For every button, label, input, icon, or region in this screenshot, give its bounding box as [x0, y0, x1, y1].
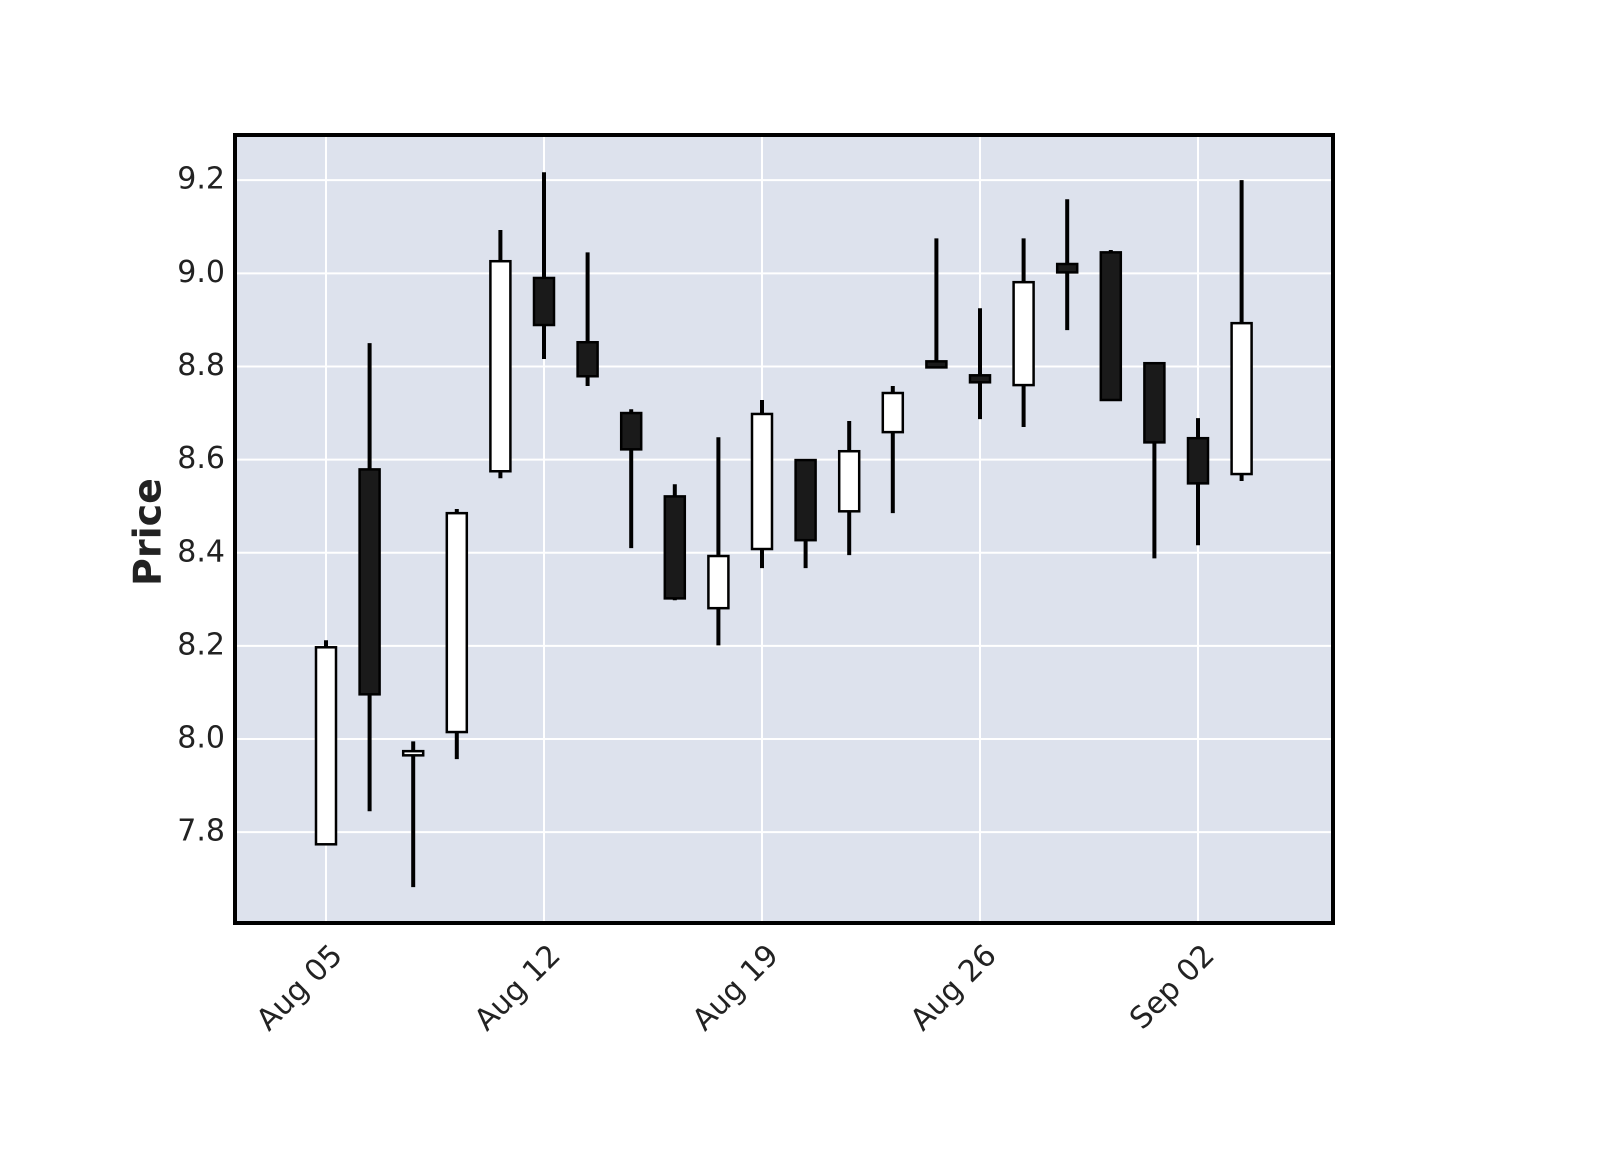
candle-body [1099, 251, 1123, 402]
x-tick-label: Sep 02 [1123, 938, 1221, 1036]
candle-body [925, 360, 948, 369]
candle-body [968, 374, 992, 384]
candle-body [663, 495, 687, 600]
candle-body [750, 412, 774, 551]
y-tick-label: 9.0 [177, 255, 225, 290]
candle-body [358, 468, 381, 696]
candle-body [489, 259, 512, 473]
candle-body [1230, 321, 1253, 476]
x-tick-label: Aug 26 [904, 938, 1004, 1038]
candle-body [707, 554, 730, 610]
candle-body [314, 646, 338, 846]
y-tick-label: 8.4 [177, 534, 225, 569]
candle-body [445, 511, 469, 734]
x-tick-label: Aug 19 [686, 938, 786, 1038]
y-tick-label: 8.6 [177, 441, 225, 476]
candle-body [619, 411, 643, 451]
x-tick-label: Aug 12 [468, 938, 568, 1038]
x-tick-label: Aug 05 [250, 938, 350, 1038]
y-tick-label: 8.0 [177, 721, 225, 756]
y-tick-label: 7.8 [177, 814, 225, 849]
y-tick-label: 9.2 [177, 162, 225, 197]
candle-body [881, 391, 905, 434]
y-tick-label: 8.2 [177, 627, 225, 662]
candle-body [1186, 436, 1210, 485]
candle-body [532, 276, 556, 327]
candle-body [576, 340, 599, 378]
plot-frame [233, 133, 1335, 925]
y-axis-label: Price [126, 478, 170, 586]
candle-body [1055, 262, 1079, 274]
candle-body [794, 458, 817, 542]
candle-body [837, 449, 861, 513]
candle-body [401, 749, 425, 757]
candle-body [1012, 280, 1035, 387]
candle-body [1143, 361, 1166, 444]
plot-area [235, 135, 1333, 923]
y-tick-label: 8.8 [177, 348, 225, 383]
